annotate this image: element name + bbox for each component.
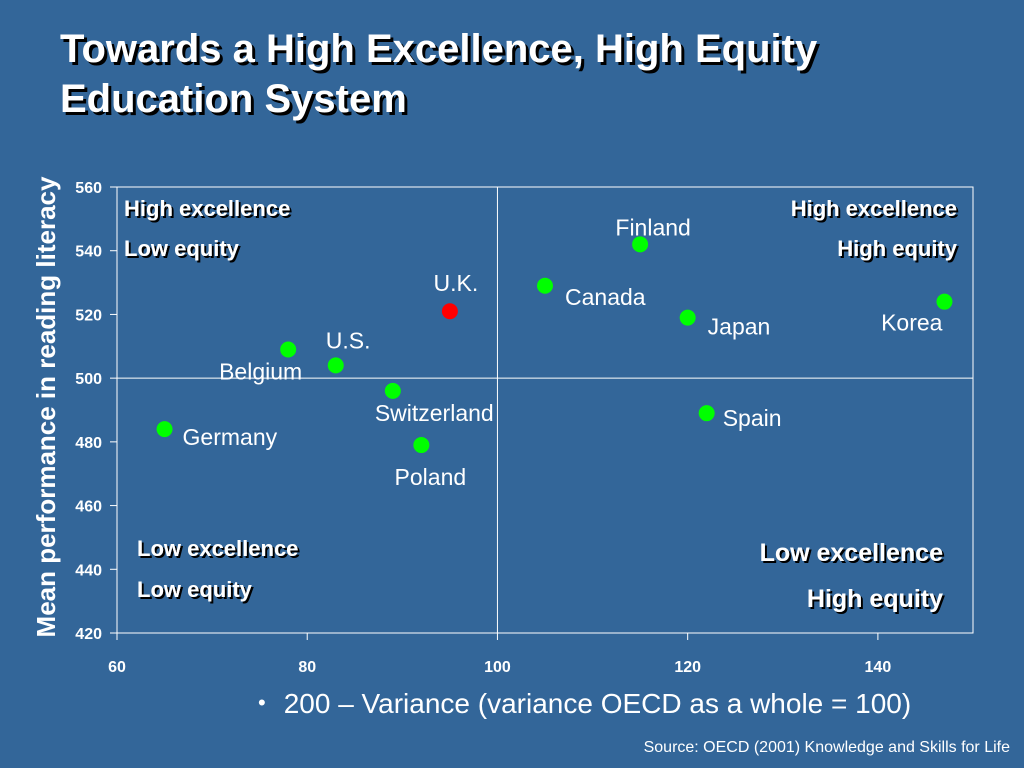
data-point-label: Finland <box>615 214 690 240</box>
data-point <box>280 341 297 358</box>
quadrant-label-top-right: High equity <box>837 236 958 261</box>
quadrant-label-bottom-right: Low excellence <box>760 539 944 567</box>
x-tick-label: 120 <box>674 659 701 676</box>
data-point <box>413 437 430 454</box>
source-note: Source: OECD (2001) Knowledge and Skills… <box>643 739 1010 756</box>
data-point <box>632 236 649 253</box>
data-point <box>441 303 458 320</box>
plot-area: 420 440 460 480 500 520 540 560 60 80 100 120 140 Hig… <box>75 180 974 676</box>
data-point-label: Belgium <box>219 358 302 384</box>
quadrant-label-top-left: Low equity <box>124 236 240 261</box>
data-point <box>936 293 953 310</box>
y-tick-label: 540 <box>75 244 102 261</box>
y-tick-label: 420 <box>75 626 102 643</box>
slide-title: Towards a High Excellence, High Equity E… <box>60 27 818 121</box>
data-point-label: U.S. <box>326 327 371 353</box>
bullet-note: • 200 – Variance (variance OECD as a whol… <box>258 688 911 720</box>
data-point <box>156 421 173 438</box>
y-tick-label: 480 <box>75 435 102 452</box>
data-point-label: Japan <box>708 314 771 340</box>
data-point-label: Canada <box>565 284 646 310</box>
data-point-label: Germany <box>183 424 278 450</box>
quadrant-label-bottom-right: High equity <box>807 585 943 613</box>
y-tick-label: 440 <box>75 562 102 579</box>
plot-frame <box>116 186 974 634</box>
bullet-icon: • <box>258 690 266 715</box>
quadrant-label-bottom-left: Low equity <box>137 577 253 602</box>
x-tick-label: 80 <box>298 659 316 676</box>
quadrant-label-top-left: High excellence <box>124 196 290 221</box>
y-tick-label: 500 <box>75 371 102 388</box>
data-point-label: Switzerland <box>375 400 494 426</box>
data-point-label: Spain <box>723 405 782 431</box>
data-point <box>679 309 696 326</box>
data-point <box>327 357 344 374</box>
bullet-text: 200 – Variance (variance OECD as a whole… <box>283 688 912 719</box>
data-point-label: U.K. <box>434 270 479 296</box>
quadrant-label-bottom-left: Low excellence <box>137 536 298 561</box>
data-point <box>537 277 553 294</box>
x-tick-label: 100 <box>484 659 511 676</box>
data-point-label: Poland <box>395 464 467 490</box>
x-tick-label: 60 <box>108 659 126 676</box>
y-tick-label: 560 <box>75 180 102 197</box>
y-axis-label: Mean performance in reading literacy <box>31 176 61 637</box>
x-tick-label: 140 <box>865 659 892 676</box>
data-point <box>384 382 401 399</box>
y-tick-label: 520 <box>75 307 102 324</box>
quadrant-label-top-right: High excellence <box>791 196 957 221</box>
data-point-label: Korea <box>881 310 943 336</box>
y-tick-label: 460 <box>75 499 102 516</box>
data-point <box>698 405 715 422</box>
